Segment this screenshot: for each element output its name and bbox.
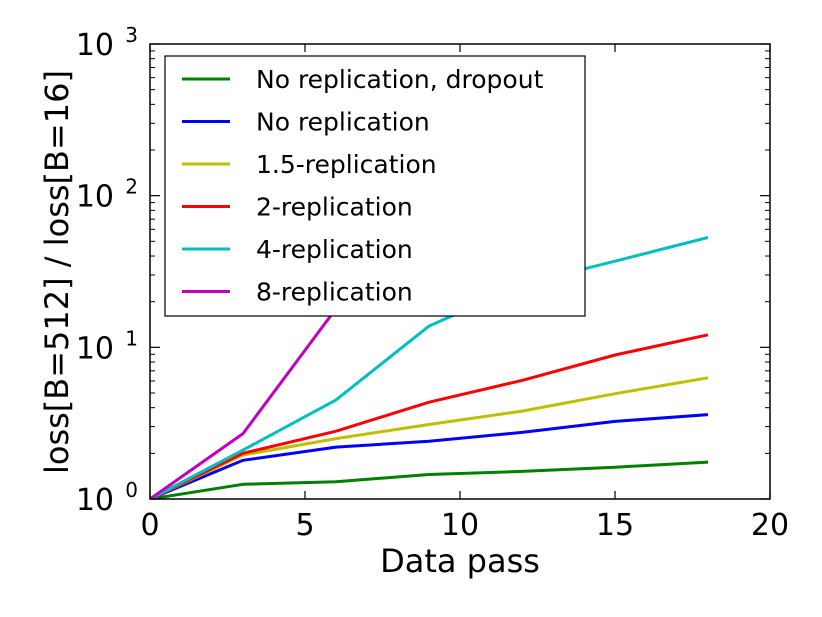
legend-label: 1.5-replication xyxy=(256,150,437,179)
series-line-1 xyxy=(150,460,709,499)
y-tick-label: 10 xyxy=(76,331,114,366)
x-axis-label: Data pass xyxy=(380,542,540,580)
legend: No replication, dropout No replication 1.5… xyxy=(164,55,586,317)
x-tick-label: 15 xyxy=(596,508,634,543)
y-tick-label-base: 10 xyxy=(76,28,114,63)
x-tick-label: 5 xyxy=(295,508,314,543)
y-tick-label-exponent: 2 xyxy=(125,175,138,199)
legend-label: No replication xyxy=(256,108,430,137)
y-tick-label-exponent: 0 xyxy=(125,478,138,502)
series-line-2 xyxy=(150,413,709,499)
legend-label: 4-replication xyxy=(256,235,413,264)
legend-box xyxy=(164,55,586,317)
y-tick-label: 10 xyxy=(76,180,114,215)
y-tick-label-exponent: 1 xyxy=(125,326,138,350)
x-tick-label: 0 xyxy=(140,508,159,543)
y-tick-label-base: 10 xyxy=(76,331,114,366)
y-tick-label: 10 xyxy=(76,28,114,63)
series-group xyxy=(150,236,709,499)
y-tick-label: 10 xyxy=(76,483,114,518)
legend-label: 2-replication xyxy=(256,193,413,222)
x-tick-label: 10 xyxy=(441,508,479,543)
series-line-6 xyxy=(150,307,338,499)
legend-label: No replication, dropout xyxy=(256,65,544,94)
y-tick-label-base: 10 xyxy=(76,180,114,215)
y-axis-label: loss[B=512] / loss[B=16] xyxy=(38,70,76,474)
plot-frame xyxy=(149,43,771,500)
legend-label: 8-replication xyxy=(256,278,413,307)
series-line-5 xyxy=(150,236,709,499)
series-line-4 xyxy=(150,333,709,499)
x-tick-label: 20 xyxy=(751,508,789,543)
y-tick-label-base: 10 xyxy=(76,483,114,518)
y-tick-label-exponent: 3 xyxy=(125,23,138,47)
series-line-3 xyxy=(150,376,709,499)
ticks-group: 0 5 10 15 20 10 0 10 1 10 2 10 3 xyxy=(76,23,789,543)
